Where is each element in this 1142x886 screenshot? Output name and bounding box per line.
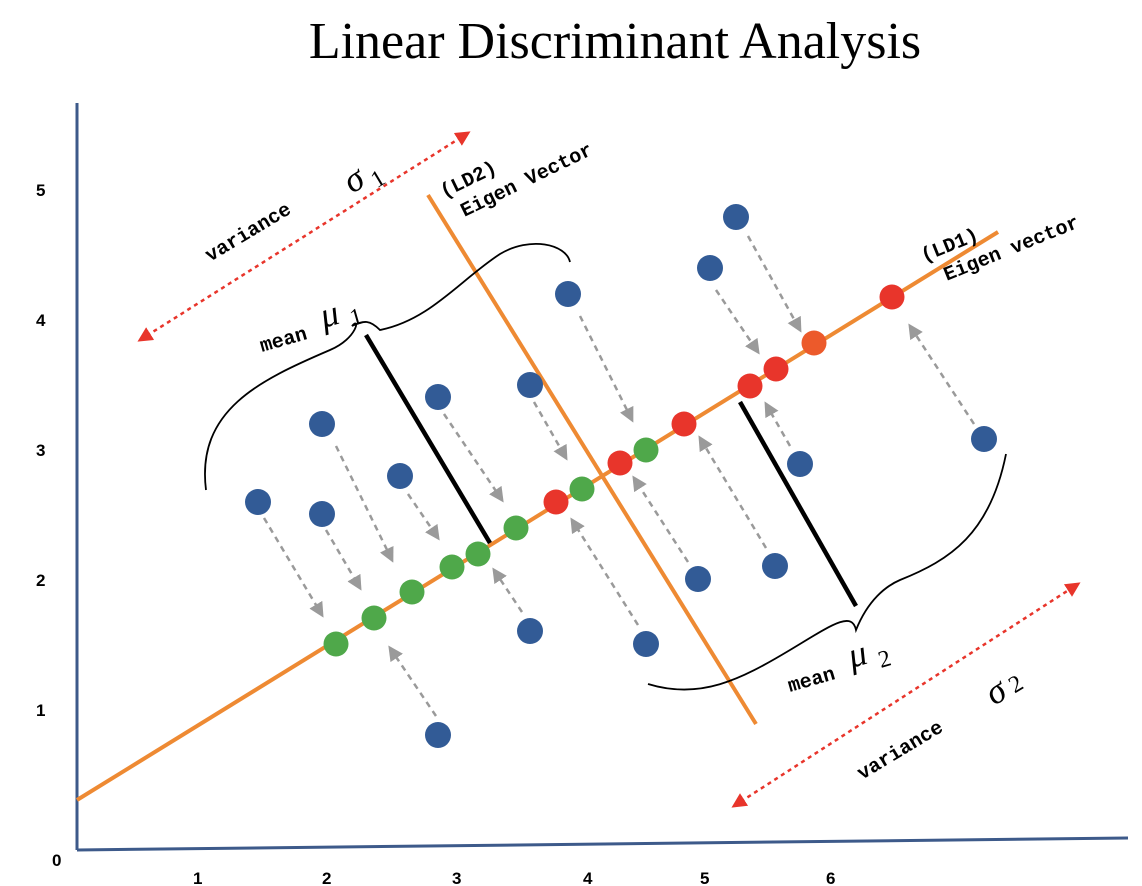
x-tick-6: 6: [826, 869, 835, 886]
projection-arrow: [764, 401, 792, 447]
projection-arrow: [388, 645, 438, 717]
projection-arrow: [406, 493, 440, 541]
blue-point: [762, 553, 788, 579]
red-points: [543, 284, 905, 515]
variance-2-label: variance: [854, 717, 948, 786]
red-point: [671, 411, 697, 437]
blue-point: [309, 411, 335, 437]
red-point: [879, 284, 905, 310]
projection-arrow: [492, 567, 524, 613]
mean-2-line: [738, 400, 858, 608]
variance-2-text: variance: [854, 717, 948, 786]
projection-arrow: [324, 529, 362, 591]
projection-arrow: [746, 235, 802, 333]
variance-1-label: variance: [202, 199, 296, 268]
blue-point: [387, 463, 413, 489]
mean-1-brace: [204, 242, 571, 491]
projection-arrow: [698, 435, 768, 549]
blue-point: [555, 281, 581, 307]
projection-arrows: [262, 235, 976, 717]
blue-point: [309, 501, 335, 527]
sigma-2-label: σ 2: [978, 669, 1028, 713]
variance-1-arrow: [137, 131, 471, 342]
blue-point: [787, 451, 813, 477]
mean-1-text: mean: [258, 323, 310, 358]
projection-arrow: [632, 475, 690, 563]
variance-1-text: variance: [202, 199, 296, 268]
mean-1-line: [364, 333, 492, 545]
orange-point: [801, 330, 827, 356]
projection-arrow: [714, 289, 760, 355]
blue-point: [425, 722, 451, 748]
blue-point: [517, 372, 543, 398]
projection-arrow: [442, 413, 504, 503]
y-tick-2: 2: [36, 571, 45, 590]
mean-2-brace: [647, 453, 1007, 691]
projection-arrow: [334, 445, 394, 563]
ld2-line: [426, 193, 758, 726]
x-tick-1: 1: [193, 869, 202, 886]
projection-arrow: [908, 323, 976, 425]
blue-point: [723, 204, 749, 230]
diagram-title: Linear Discriminant Analysis: [309, 13, 921, 70]
ld1-label: (LD1) Eigen vector: [918, 212, 1083, 287]
mu-2-symbol: μ: [842, 632, 871, 676]
blue-point: [245, 489, 271, 515]
green-point: [361, 605, 387, 631]
sigma-1-label: σ 1: [336, 157, 391, 201]
x-tick-2: 2: [322, 869, 331, 886]
y-tick-1: 1: [36, 701, 45, 720]
mu-1-symbol: μ: [314, 292, 343, 336]
green-point: [503, 515, 529, 541]
mean-2-label: mean μ 2: [786, 632, 895, 698]
green-points: [323, 437, 659, 657]
green-point: [323, 631, 349, 657]
blue-point: [517, 618, 543, 644]
mu-1-subscript: 1: [347, 304, 366, 332]
red-point: [737, 373, 763, 399]
blue-points: [245, 204, 997, 748]
projection-arrow: [262, 517, 324, 618]
red-point: [543, 489, 569, 515]
x-tick-4: 4: [583, 869, 593, 886]
projection-arrow: [570, 517, 640, 626]
y-tick-5: 5: [36, 181, 45, 200]
mu-2-subscript: 2: [875, 645, 894, 673]
blue-point: [633, 631, 659, 657]
ld2-label: (LD2) Eigen Vector: [437, 139, 597, 223]
blue-point: [685, 566, 711, 592]
blue-point: [971, 426, 997, 452]
variance-2-arrow: [731, 582, 1081, 808]
y-tick-3: 3: [36, 441, 45, 460]
sigma-1-symbol: σ: [336, 157, 373, 201]
mean-2-text: mean: [786, 663, 838, 698]
y-tick-0: 0: [52, 851, 61, 870]
green-point: [569, 476, 595, 502]
green-point: [399, 579, 425, 605]
red-point: [607, 450, 633, 476]
green-point: [465, 541, 491, 567]
x-axis: [76, 836, 1129, 852]
blue-point: [697, 255, 723, 281]
red-point: [763, 356, 789, 382]
x-tick-5: 5: [700, 869, 709, 886]
y-tick-4: 4: [36, 311, 46, 330]
green-point: [633, 437, 659, 463]
ld1-line: [75, 230, 1000, 802]
x-tick-3: 3: [452, 869, 461, 886]
blue-point: [425, 384, 451, 410]
mean-1-label: mean μ 1: [258, 292, 366, 358]
projection-arrow: [578, 315, 634, 423]
green-point: [439, 554, 465, 580]
